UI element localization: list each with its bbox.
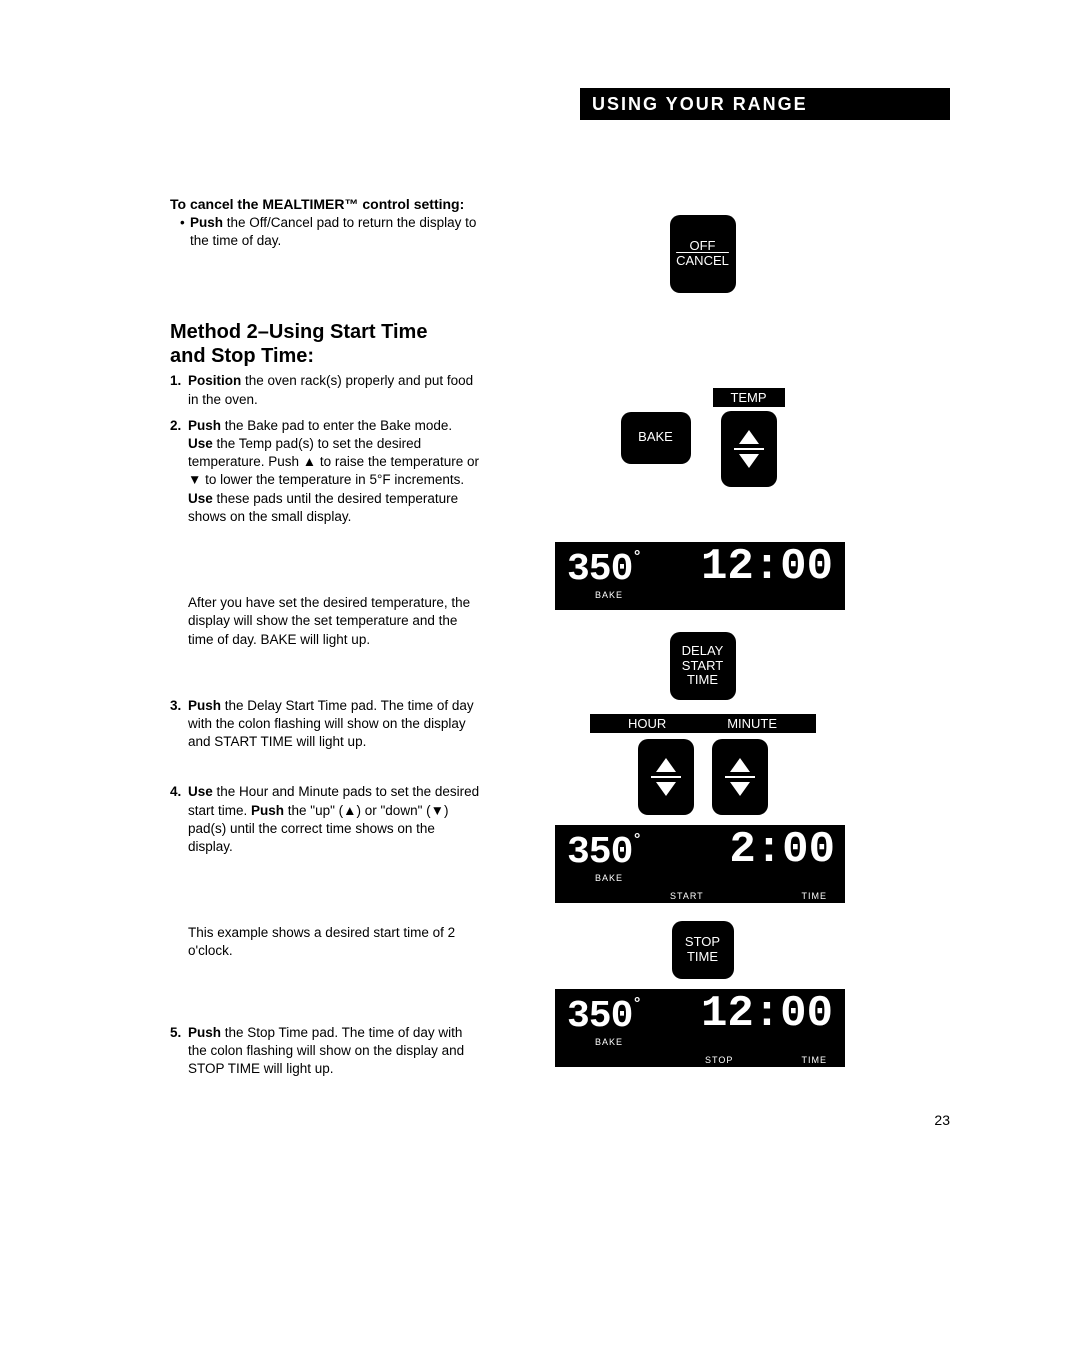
step-4: Use the Hour and Minute pads to set the … bbox=[170, 783, 480, 856]
hour-up-down-pad bbox=[638, 739, 694, 815]
display-panel-3: 350° BAKE 12:00 STOP TIME bbox=[555, 989, 845, 1067]
cancel-bullet-text: Push the Off/Cancel pad to return the di… bbox=[190, 214, 480, 250]
step-5: Push the Stop Time pad. The time of day … bbox=[170, 1024, 480, 1079]
display-panel-1: 350° BAKE 12:00 bbox=[555, 542, 845, 610]
off-cancel-pad: OFF CANCEL bbox=[670, 215, 736, 293]
section-header-text: USING YOUR RANGE bbox=[592, 94, 808, 115]
arrow-up-icon bbox=[739, 430, 759, 444]
delay-start-time-pad: DELAY START TIME bbox=[670, 632, 736, 700]
arrow-up-icon bbox=[656, 758, 676, 772]
temp-label: TEMP bbox=[713, 388, 785, 407]
instructions-column: To cancel the MEALTIMER™ control setting… bbox=[170, 195, 480, 1086]
cancel-label: CANCEL bbox=[676, 254, 729, 269]
method-heading: Method 2–Using Start Time and Stop Time: bbox=[170, 320, 480, 368]
display-panel-2: 350° BAKE 2:00 START TIME bbox=[555, 825, 845, 903]
page-number: 23 bbox=[934, 1112, 950, 1128]
off-label: OFF bbox=[690, 239, 716, 254]
section-header: USING YOUR RANGE bbox=[580, 88, 950, 120]
arrow-down-icon bbox=[656, 782, 676, 796]
minute-label: MINUTE bbox=[727, 716, 777, 731]
stop-time-pad: STOP TIME bbox=[672, 921, 734, 979]
bullet-dot: • bbox=[180, 214, 190, 250]
step-2-after: After you have set the desired temperatu… bbox=[170, 594, 480, 649]
temp-up-down-pad bbox=[721, 411, 777, 487]
step-4-example: This example shows a desired start time … bbox=[170, 924, 480, 960]
graphics-column: OFF CANCEL BAKE TEMP 350° BAKE bbox=[555, 215, 850, 1067]
hour-minute-label-bar: HOUR MINUTE bbox=[590, 714, 816, 733]
bake-label: BAKE bbox=[638, 430, 673, 445]
step-1: Position the oven rack(s) properly and p… bbox=[170, 372, 480, 408]
hour-label: HOUR bbox=[628, 716, 666, 731]
minute-up-down-pad bbox=[712, 739, 768, 815]
step-2: Push the Bake pad to enter the Bake mode… bbox=[170, 417, 480, 526]
cancel-heading: To cancel the MEALTIMER™ control setting… bbox=[170, 195, 480, 214]
step-3: Push the Delay Start Time pad. The time … bbox=[170, 697, 480, 752]
arrow-down-icon bbox=[739, 454, 759, 468]
arrow-down-icon bbox=[730, 782, 750, 796]
arrow-up-icon bbox=[730, 758, 750, 772]
bake-pad: BAKE bbox=[621, 412, 691, 464]
